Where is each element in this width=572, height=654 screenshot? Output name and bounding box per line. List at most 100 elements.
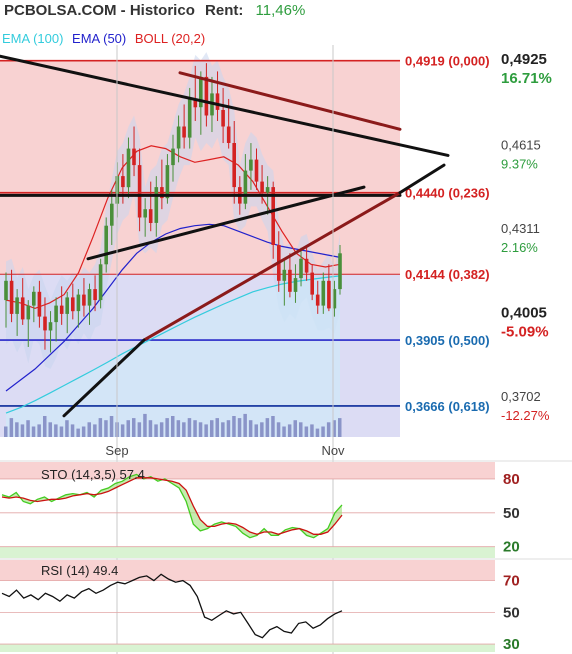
volume-bar — [59, 426, 64, 437]
volume-bar — [265, 418, 270, 437]
volume-bar — [326, 422, 331, 437]
volume-bar — [31, 426, 36, 437]
candle-body — [260, 181, 264, 193]
volume-bar — [37, 424, 41, 437]
volume-bar — [43, 416, 47, 437]
volume-bar — [215, 418, 219, 437]
volume-bar — [232, 416, 236, 437]
rent-value: 11,46% — [255, 2, 306, 19]
candle-body — [193, 99, 198, 108]
candle-body — [132, 148, 136, 166]
volume-bar — [276, 422, 281, 437]
volume-bar — [243, 413, 247, 437]
price-tick-label: 0,3702 — [501, 389, 541, 404]
volume-bar — [221, 422, 225, 437]
fib-level-label: 0,4144 (0,382) — [405, 267, 490, 282]
volume-bar — [198, 422, 203, 437]
volume-bar — [332, 420, 336, 437]
candle-body — [249, 159, 253, 171]
volume-bar — [226, 420, 231, 437]
volume-bar — [165, 418, 169, 437]
volume-bar — [98, 418, 103, 437]
price-tick-pct: 16.71% — [501, 70, 552, 87]
price-tick-label: 0,4925 — [501, 51, 547, 68]
volume-bar — [260, 422, 264, 437]
header-separator: - — [120, 2, 126, 19]
candle-body — [171, 148, 175, 166]
candle-body — [226, 126, 231, 143]
fib-level-label: 0,3666 (0,618) — [405, 399, 490, 414]
legend-ema100: EMA (100) — [2, 31, 64, 46]
candle-body — [48, 322, 53, 331]
candle-body — [176, 126, 181, 149]
osc-zone — [0, 560, 495, 581]
candle-body — [221, 110, 225, 127]
price-tick-label: 0,4005 — [501, 305, 547, 322]
candle-body — [304, 258, 309, 273]
volume-bar — [299, 422, 303, 437]
chart-header: PCBOLSA.COM - Historico Rent: 11,46% — [4, 2, 305, 19]
candle-body — [87, 289, 92, 306]
volume-bar — [287, 424, 292, 437]
price-tick-pct: 9.37% — [501, 156, 538, 171]
trendline — [398, 163, 446, 195]
legend-boll: BOLL (20,2) — [134, 31, 206, 46]
volume-bar — [271, 416, 275, 437]
x-tick-label: Nov — [321, 443, 345, 458]
fib-level-label: 0,3905 (0,500) — [405, 333, 490, 348]
volume-bar — [65, 420, 69, 437]
candle-body — [327, 280, 331, 309]
candle-body — [9, 280, 14, 314]
volume-bar — [282, 426, 286, 437]
candle-body — [215, 93, 220, 110]
candle-body — [143, 209, 147, 218]
price-tick-pct: -5.09% — [501, 324, 549, 341]
volume-bar — [15, 422, 19, 437]
osc-tick-label: 80 — [503, 471, 520, 488]
candle-body — [54, 305, 58, 323]
candle-body — [93, 289, 97, 301]
volume-bar — [159, 422, 164, 437]
candle-body — [165, 165, 170, 199]
volume-bar — [204, 424, 208, 437]
volume-bar — [20, 424, 25, 437]
fib-level-label: 0,4440 (0,236) — [405, 186, 490, 201]
trendline — [86, 185, 366, 261]
candle-body — [126, 148, 131, 188]
sto-label: STO (14,3,5) 57.4 — [41, 467, 145, 482]
legend-ema50: EMA (50) — [72, 31, 127, 46]
osc-line — [1, 473, 343, 539]
volume-bar — [338, 418, 342, 437]
volume-bar — [54, 424, 58, 437]
volume-bar — [315, 428, 320, 437]
trendline — [178, 71, 402, 131]
volume-bar — [304, 426, 309, 437]
candle-body — [110, 203, 114, 226]
volume-bar — [26, 420, 30, 437]
volume-bar — [310, 424, 314, 437]
volume-bar — [210, 420, 214, 437]
osc-tick-label: 50 — [503, 505, 520, 522]
candle-body — [282, 269, 287, 281]
candle-body — [4, 280, 8, 301]
candle-body — [104, 225, 108, 265]
candle-body — [271, 187, 275, 245]
site-name[interactable]: PCBOLSA.COM — [4, 2, 117, 19]
osc-line — [1, 573, 343, 639]
price-tick-label: 0,4615 — [501, 137, 541, 152]
volume-bar — [237, 418, 242, 437]
candle-body — [232, 143, 236, 188]
candle-body — [15, 297, 19, 314]
volume-bar — [254, 424, 258, 437]
volume-bar — [171, 416, 175, 437]
indicator-legend: EMA (100) EMA (50) BOLL (20,2) — [2, 31, 210, 46]
trendline — [142, 191, 402, 342]
osc-tick-label: 70 — [503, 573, 520, 590]
candle-body — [204, 76, 209, 116]
candle-body — [315, 294, 320, 306]
volume-bar — [48, 422, 52, 437]
volume-bar — [93, 424, 97, 437]
trendline — [62, 338, 146, 418]
candle-body — [288, 269, 292, 292]
